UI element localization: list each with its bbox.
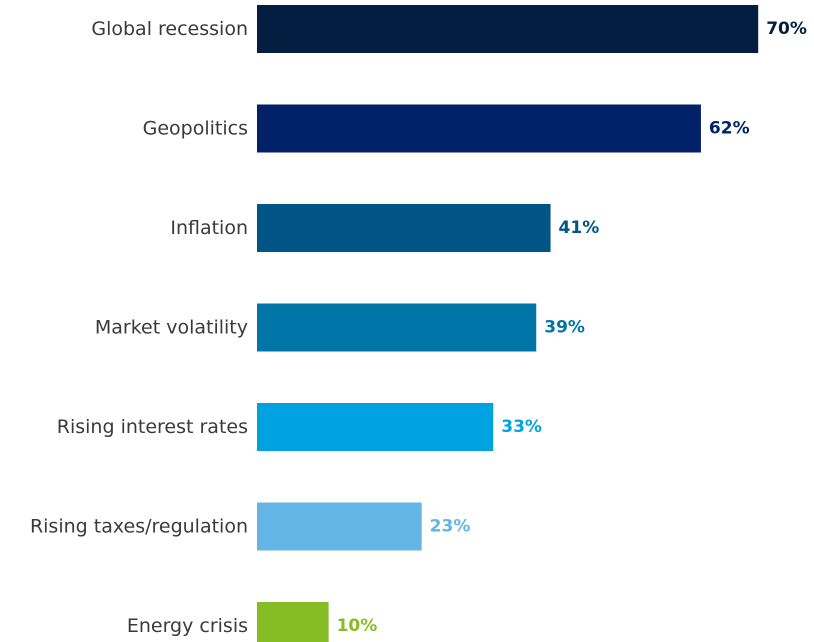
category-label-5: Rising taxes/regulation [30,516,248,538]
value-label-1: 62% [709,119,750,139]
category-labels-group: Global recession Geopolitics Inflation Mark… [30,18,248,637]
category-label-2: Inflation [170,217,248,239]
category-label-3: Market volatility [95,317,248,339]
value-label-3: 39% [544,318,585,338]
bar-6 [257,602,329,642]
bars-group [257,5,759,642]
value-label-2: 41% [559,218,600,238]
bar-2 [257,204,551,252]
category-label-1: Geopolitics [143,118,248,140]
value-labels-group: 70% 62% 41% 39% 33% 23% 10% [337,19,807,636]
category-label-6: Energy crisis [127,615,248,637]
value-label-5: 23% [430,517,471,537]
category-label-0: Global recession [91,18,248,40]
value-label-0: 70% [766,19,807,39]
bar-1 [257,104,701,153]
value-label-6: 10% [337,616,378,636]
category-label-4: Rising interest rates [57,416,248,438]
bar-5 [257,502,422,551]
bar-3 [257,303,537,352]
bar-4 [257,403,494,451]
bar-0 [257,5,759,53]
value-label-4: 33% [501,417,542,437]
